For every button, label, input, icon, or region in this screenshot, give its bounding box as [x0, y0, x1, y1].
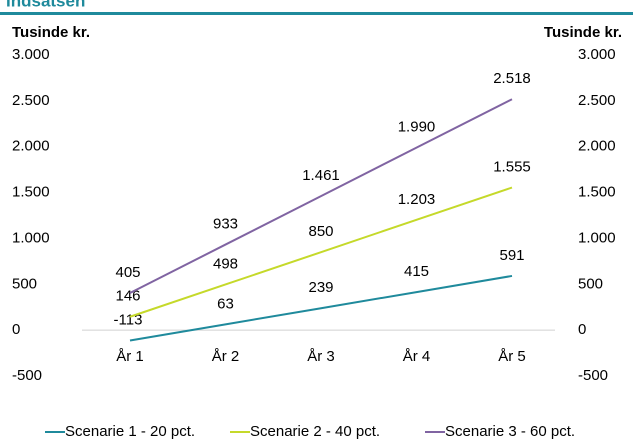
y-tick-label: 2.000 — [12, 138, 50, 155]
series-line — [129, 98, 513, 294]
y2-tick-label: 1.500 — [578, 184, 616, 201]
y2-tick-label: 2.000 — [578, 138, 616, 155]
data-label: 146 — [115, 288, 140, 305]
y2-tick-label: 0 — [578, 321, 586, 338]
y2-tick-label: 500 — [578, 275, 603, 292]
data-label: 498 — [213, 255, 238, 272]
legend-label: Scenarie 1 - 20 pct. — [65, 423, 195, 440]
y-tick-label: 3.000 — [12, 46, 50, 63]
x-tick-label: År 4 — [403, 348, 431, 365]
data-label: 63 — [217, 295, 234, 312]
data-label: 1.990 — [398, 119, 436, 136]
y-tick-label: 1.500 — [12, 184, 50, 201]
y-axis-label: Tusinde kr. — [12, 24, 90, 41]
x-tick-label: År 2 — [212, 348, 240, 365]
y-tick-label: 2.500 — [12, 92, 50, 109]
data-label: 1.461 — [302, 167, 340, 184]
chart-title: Indsatsen — [6, 0, 85, 10]
y2-axis-label: Tusinde kr. — [544, 24, 622, 41]
data-label: 850 — [308, 223, 333, 240]
y2-tick-label: 2.500 — [578, 92, 616, 109]
series-line — [129, 274, 513, 342]
data-label: 405 — [115, 264, 140, 281]
y-tick-label: -500 — [12, 367, 42, 384]
data-label: 933 — [213, 216, 238, 233]
y2-tick-label: -500 — [578, 367, 608, 384]
y-tick-label: 0 — [12, 321, 20, 338]
y2-tick-label: 3.000 — [578, 46, 616, 63]
x-tick-label: År 1 — [116, 348, 144, 365]
x-tick-label: År 3 — [307, 348, 335, 365]
data-label: 591 — [499, 247, 524, 264]
data-label: 2.518 — [493, 70, 531, 87]
data-label: 1.555 — [493, 158, 531, 175]
data-label: 239 — [308, 279, 333, 296]
y2-tick-label: 1.000 — [578, 229, 616, 246]
data-label: 415 — [404, 263, 429, 280]
legend-label: Scenarie 3 - 60 pct. — [445, 423, 575, 440]
x-tick-label: År 5 — [498, 348, 526, 365]
y-tick-label: 1.000 — [12, 229, 50, 246]
title-rule — [0, 12, 633, 15]
legend-label: Scenarie 2 - 40 pct. — [250, 423, 380, 440]
data-label: 1.203 — [398, 191, 436, 208]
y-tick-label: 500 — [12, 275, 37, 292]
series-line — [129, 186, 513, 318]
